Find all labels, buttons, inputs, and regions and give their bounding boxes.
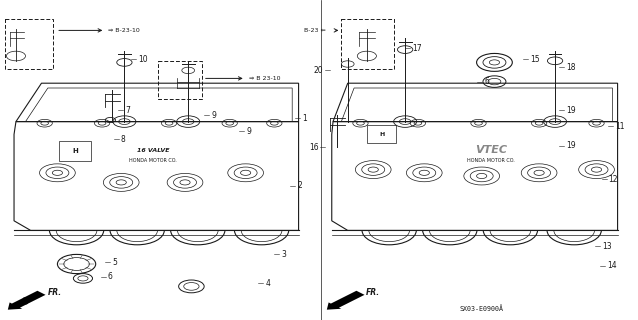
FancyArrow shape bbox=[8, 291, 45, 310]
Text: FR.: FR. bbox=[48, 288, 62, 297]
Text: 5: 5 bbox=[112, 258, 117, 267]
Text: 20: 20 bbox=[313, 66, 323, 75]
Text: HONDA MOTOR CO.: HONDA MOTOR CO. bbox=[130, 157, 177, 163]
Text: 2: 2 bbox=[297, 181, 302, 190]
Text: 9: 9 bbox=[211, 111, 216, 120]
Text: 6: 6 bbox=[484, 77, 489, 86]
Text: 11: 11 bbox=[615, 122, 625, 131]
Text: 19: 19 bbox=[566, 141, 575, 150]
Text: 16 VALVE: 16 VALVE bbox=[137, 148, 169, 153]
Text: 10: 10 bbox=[138, 55, 147, 64]
Text: 19: 19 bbox=[566, 106, 575, 115]
Text: VTEC: VTEC bbox=[475, 145, 507, 156]
Text: SX03-E0900Å: SX03-E0900Å bbox=[459, 306, 503, 312]
Text: 3: 3 bbox=[281, 250, 286, 259]
Text: 12: 12 bbox=[609, 175, 618, 184]
Text: 4: 4 bbox=[265, 279, 271, 288]
FancyArrow shape bbox=[327, 291, 364, 310]
Text: FR.: FR. bbox=[366, 288, 380, 297]
Text: 13: 13 bbox=[602, 242, 612, 251]
Text: ⇒ B 23-10: ⇒ B 23-10 bbox=[249, 76, 280, 81]
Text: ⇒ B-23-10: ⇒ B-23-10 bbox=[108, 28, 140, 33]
Text: B-23 ⇐: B-23 ⇐ bbox=[304, 28, 325, 33]
Text: 8: 8 bbox=[121, 135, 125, 144]
Text: H: H bbox=[379, 132, 384, 137]
Text: 17: 17 bbox=[412, 44, 422, 52]
Text: 15: 15 bbox=[530, 55, 540, 64]
Text: 9: 9 bbox=[246, 127, 251, 136]
Text: 7: 7 bbox=[125, 106, 130, 115]
Text: H: H bbox=[72, 148, 78, 154]
Text: 1: 1 bbox=[302, 114, 306, 123]
Text: 18: 18 bbox=[566, 63, 575, 72]
Text: 16: 16 bbox=[309, 143, 318, 152]
Text: HONDA MOTOR CO.: HONDA MOTOR CO. bbox=[468, 157, 515, 163]
Text: 6: 6 bbox=[108, 272, 113, 281]
Text: 14: 14 bbox=[607, 261, 616, 270]
